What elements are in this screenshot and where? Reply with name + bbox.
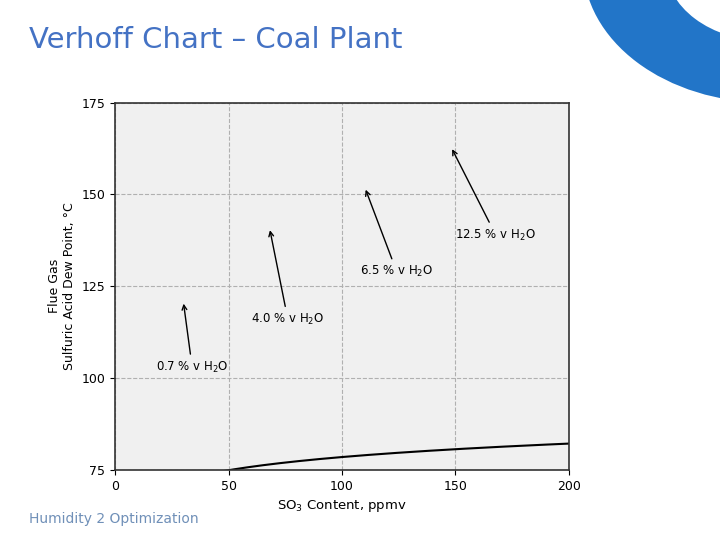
Text: Verhoff Chart – Coal Plant: Verhoff Chart – Coal Plant — [29, 26, 402, 54]
Text: 6.5 % v H$_2$O: 6.5 % v H$_2$O — [360, 191, 433, 279]
Text: Humidity 2 Optimization: Humidity 2 Optimization — [29, 512, 199, 526]
Text: 4.0 % v H$_2$O: 4.0 % v H$_2$O — [251, 232, 325, 327]
Text: 12.5 % v H$_2$O: 12.5 % v H$_2$O — [453, 151, 536, 242]
X-axis label: SO$_3$ Content, ppmv: SO$_3$ Content, ppmv — [277, 498, 407, 514]
Wedge shape — [583, 0, 720, 103]
Y-axis label: Flue Gas
Sulfuric Acid Dew Point, °C: Flue Gas Sulfuric Acid Dew Point, °C — [48, 202, 76, 370]
Text: 0.7 % v H$_2$O: 0.7 % v H$_2$O — [156, 305, 228, 375]
